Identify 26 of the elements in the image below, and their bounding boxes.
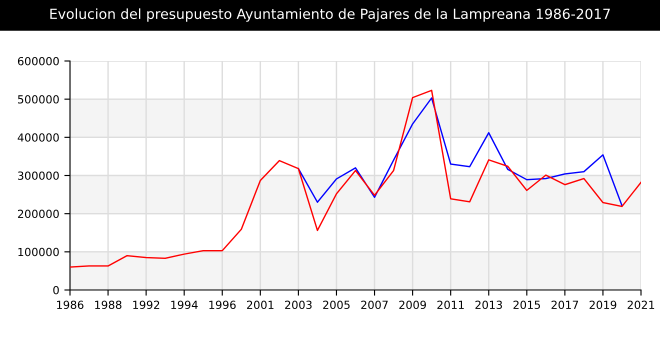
y-tick-label: 0 bbox=[53, 286, 59, 294]
x-tick-label: 2007 bbox=[361, 300, 388, 310]
x-tick-label: 2001 bbox=[247, 300, 274, 310]
y-tick-label: 100000 bbox=[18, 248, 59, 256]
y-tick-label: 300000 bbox=[18, 171, 59, 180]
y-tick-label: 600000 bbox=[18, 56, 59, 66]
x-tick-label: 1992 bbox=[133, 300, 160, 310]
y-tick-label: 400000 bbox=[18, 133, 59, 142]
y-tick-label: 200000 bbox=[18, 210, 59, 218]
x-tick-label: 2005 bbox=[323, 300, 350, 310]
x-tick-label: 2009 bbox=[399, 300, 426, 310]
chart-title: Evolucion del presupuesto Ayuntamiento de Pajares de la Lampreana 1986-2017 bbox=[50, 8, 610, 22]
x-tick-label: 1994 bbox=[171, 300, 198, 310]
x-tick-label: 1996 bbox=[209, 300, 236, 310]
x-tick-label: 2021 bbox=[628, 300, 654, 310]
line-series bbox=[70, 90, 641, 268]
x-tick-label: 2013 bbox=[475, 300, 502, 310]
x-tick-label: 2011 bbox=[437, 300, 464, 310]
x-tick-label: 1986 bbox=[57, 300, 84, 310]
y-tick-label: 500000 bbox=[18, 95, 59, 104]
x-tick-label: 2003 bbox=[285, 300, 312, 310]
line-series bbox=[298, 97, 623, 206]
x-tick-label: 2019 bbox=[590, 300, 616, 310]
x-tick-label: 2015 bbox=[513, 300, 540, 310]
x-tick-label: 2017 bbox=[552, 300, 578, 310]
x-tick-label: 1988 bbox=[95, 300, 122, 310]
